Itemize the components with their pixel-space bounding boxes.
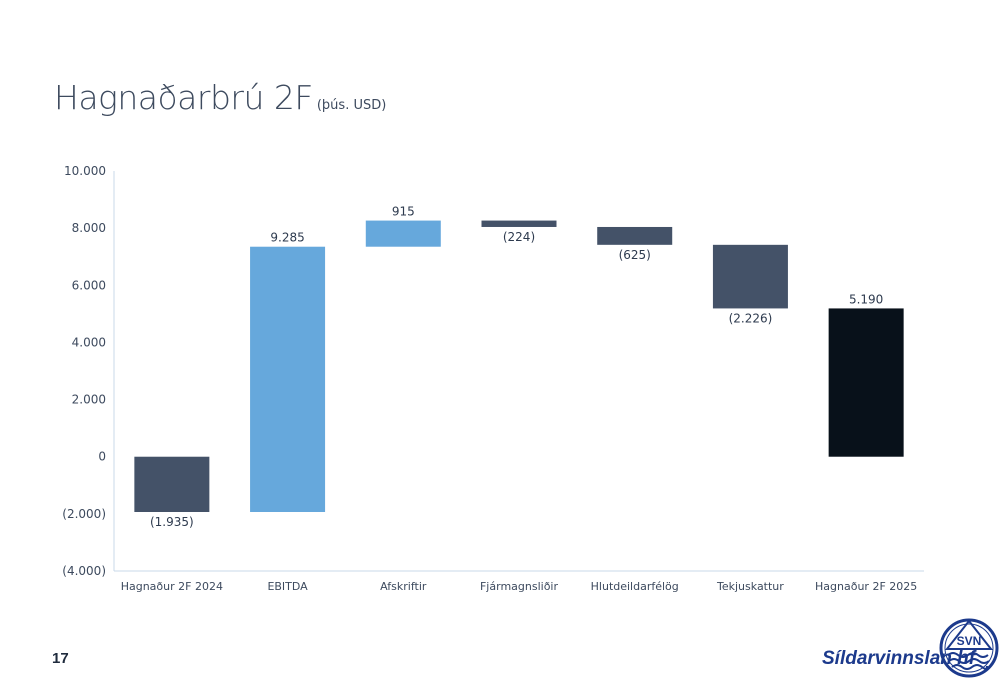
chart-data-labels: (1.935) 9.285 915 (224) (625) (2.226) 5.190 xyxy=(150,205,883,529)
chart-axes: 10.000 8.000 6.000 4.000 2.000 0 (2.000) (4.000… xyxy=(62,164,924,593)
waterfall-bar xyxy=(597,226,673,245)
waterfall-bar xyxy=(250,246,326,512)
x-category-label: Hlutdeildarfélög xyxy=(591,580,679,593)
waterfall-bar xyxy=(365,220,441,247)
data-label: (1.935) xyxy=(150,515,194,529)
y-tick-label: (4.000) xyxy=(62,564,106,578)
waterfall-bar xyxy=(481,220,557,227)
slide-title-unit: (þús. USD) xyxy=(316,98,387,113)
y-tick-label: 10.000 xyxy=(64,164,106,178)
y-tick-label: (2.000) xyxy=(62,507,106,521)
waterfall-bar xyxy=(134,456,210,512)
page-number: 17 xyxy=(52,650,69,667)
y-tick-label: 8.000 xyxy=(72,221,106,235)
waterfall-bar xyxy=(712,244,788,309)
company-logo-emblem: SVN xyxy=(939,618,999,678)
y-tick-label: 4.000 xyxy=(72,335,106,349)
data-label: (625) xyxy=(619,248,651,262)
x-category-label: Tekjuskattur xyxy=(716,580,784,593)
x-category-label: Afskriftir xyxy=(380,580,427,593)
chart-bars xyxy=(134,220,904,512)
y-tick-label: 0 xyxy=(98,450,106,464)
x-category-label: Hagnaður 2F 2025 xyxy=(815,580,917,593)
y-tick-label: 2.000 xyxy=(72,393,106,407)
x-category-label: EBITDA xyxy=(267,580,308,593)
data-label: (2.226) xyxy=(729,311,773,325)
data-label: 9.285 xyxy=(270,231,304,245)
data-label: 5.190 xyxy=(849,292,883,306)
logo-letters: SVN xyxy=(957,634,982,648)
slide-title-main: Hagnaðarbrú 2F xyxy=(54,78,313,117)
company-logo-text: Síldarvinnslan hf xyxy=(822,648,976,669)
x-category-label: Fjármagnsliðir xyxy=(480,580,558,593)
slide-title: Hagnaðarbrú 2F (þús. USD) xyxy=(54,78,386,117)
waterfall-bar xyxy=(828,308,904,457)
y-tick-label: 6.000 xyxy=(72,278,106,292)
data-label: (224) xyxy=(503,230,535,244)
data-label: 915 xyxy=(392,205,415,219)
x-category-label: Hagnaður 2F 2024 xyxy=(121,580,223,593)
